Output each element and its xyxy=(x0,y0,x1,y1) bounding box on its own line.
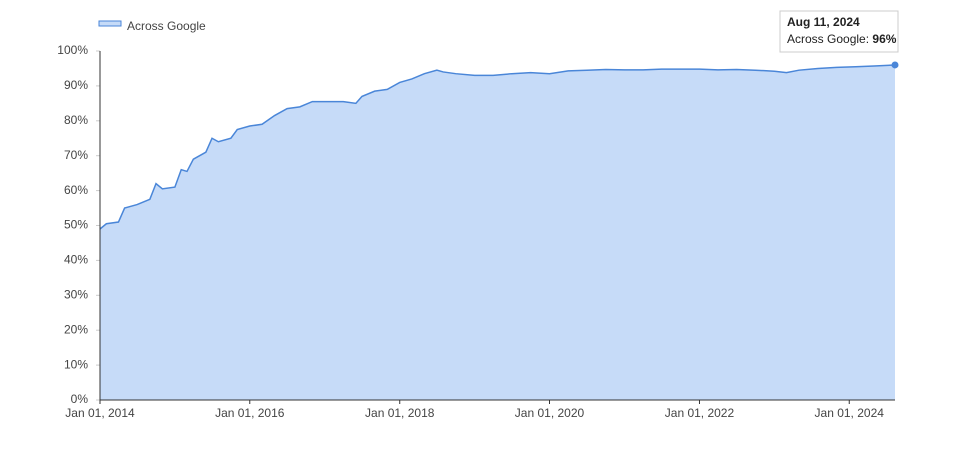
y-tick-label: 90% xyxy=(64,78,88,92)
x-tick-label: Jan 01, 2022 xyxy=(665,406,735,420)
y-tick-label: 20% xyxy=(64,322,88,336)
tooltip-label: Across Google: xyxy=(787,32,869,46)
y-tick-label: 80% xyxy=(64,113,88,127)
tooltip-title: Aug 11, 2024 xyxy=(787,15,860,29)
y-tick-label: 0% xyxy=(71,392,89,406)
x-tick-label: Jan 01, 2014 xyxy=(65,406,135,420)
x-tick-label: Jan 01, 2020 xyxy=(515,406,585,420)
line xyxy=(99,64,896,230)
y-tick-label: 50% xyxy=(64,218,88,232)
highlight-point xyxy=(891,61,899,69)
tooltip-value: 96% xyxy=(872,32,896,46)
legend-label: Across Google xyxy=(127,19,206,33)
x-tick-label: Jan 01, 2016 xyxy=(215,406,285,420)
tooltip-text: Across Google: 96% xyxy=(787,32,897,46)
tooltip: Aug 11, 2024 Across Google: 96% xyxy=(779,10,899,53)
area xyxy=(100,64,895,401)
y-tick-label: 70% xyxy=(64,148,88,162)
tooltip-box xyxy=(779,10,899,53)
x-tick-label: Jan 01, 2024 xyxy=(815,406,885,420)
y-tick-label: 10% xyxy=(64,357,88,371)
y-tick-label: 40% xyxy=(64,253,88,267)
y-tick-label: 60% xyxy=(64,183,88,197)
x-tick-label: Jan 01, 2018 xyxy=(365,406,435,420)
y-tick-label: 30% xyxy=(64,287,88,301)
y-tick-label: 100% xyxy=(57,43,88,57)
plot-area: 0% 10% 20% 30% 40% 50% 60% 70% 80% 90% 100% Jan 01,… xyxy=(57,43,899,420)
legend-swatch xyxy=(98,20,122,27)
